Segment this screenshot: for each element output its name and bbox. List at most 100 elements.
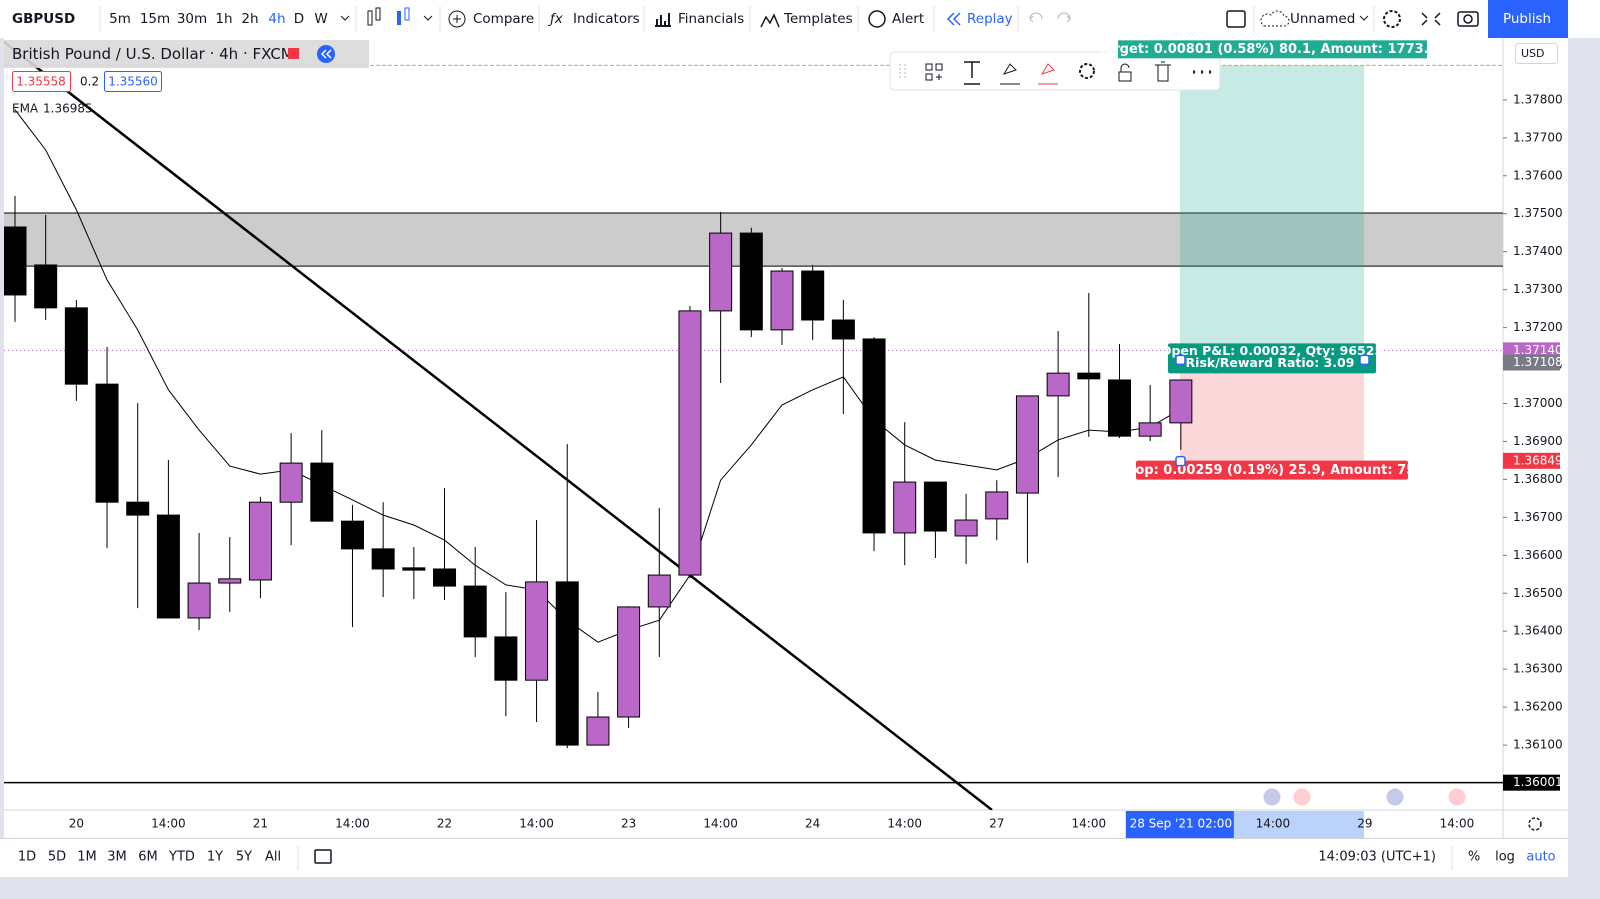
stop-zone bbox=[1180, 369, 1364, 468]
y-tick-label: 1.37200 bbox=[1513, 320, 1563, 334]
fill-color-tool[interactable] bbox=[1038, 63, 1058, 85]
ema-line bbox=[14, 109, 1182, 643]
layout-name[interactable]: Unnamed bbox=[1290, 11, 1355, 27]
y-tick-label: 1.37000 bbox=[1513, 396, 1563, 410]
y-tick-label: 1.36100 bbox=[1513, 738, 1563, 752]
y-tick-label: 1.37600 bbox=[1513, 168, 1563, 182]
settings-tool[interactable] bbox=[1079, 63, 1095, 79]
candle-body bbox=[279, 462, 303, 503]
target-label-bg bbox=[1118, 40, 1427, 59]
interval-button[interactable]: D bbox=[294, 11, 304, 27]
drawing-toolbar bbox=[889, 51, 1221, 91]
compare-icon[interactable] bbox=[448, 10, 466, 28]
financials-icon[interactable] bbox=[655, 13, 671, 27]
replay-icon[interactable] bbox=[946, 12, 961, 26]
axis-settings[interactable] bbox=[1528, 817, 1542, 831]
range-button[interactable]: YTD bbox=[168, 850, 195, 865]
range-button[interactable]: 6M bbox=[138, 850, 158, 865]
indicators-button[interactable]: Indicators bbox=[573, 11, 640, 27]
range-button[interactable]: All bbox=[265, 850, 281, 865]
percent-toggle[interactable]: % bbox=[1468, 850, 1480, 865]
auto-toggle[interactable]: auto bbox=[1526, 850, 1555, 865]
event-flag[interactable] bbox=[1385, 787, 1405, 807]
interval-button[interactable]: W bbox=[314, 11, 327, 27]
publish-button[interactable]: Publish bbox=[1503, 11, 1551, 27]
templates-icon[interactable] bbox=[760, 13, 780, 28]
x-tick-label: 24 bbox=[805, 817, 820, 831]
undo-icon[interactable] bbox=[1029, 12, 1043, 23]
interval-button[interactable]: 4h bbox=[268, 11, 285, 27]
drag-handle[interactable] bbox=[899, 64, 906, 80]
event-flag[interactable] bbox=[1262, 787, 1282, 807]
candle-body bbox=[156, 514, 180, 619]
delete-tool[interactable] bbox=[1155, 61, 1171, 82]
ask-box[interactable] bbox=[104, 71, 162, 92]
publish-button-bg[interactable] bbox=[1488, 0, 1568, 38]
interval-button[interactable]: 1h bbox=[215, 11, 232, 27]
compare-button[interactable]: Compare bbox=[473, 11, 534, 27]
price-marker-label: 1.37140 bbox=[1513, 343, 1563, 357]
range-button[interactable]: 5D bbox=[48, 850, 66, 865]
x-tick-label: 14:00 bbox=[1440, 817, 1475, 831]
x-tick-label: 21 bbox=[253, 817, 268, 831]
price-marker-label: 1.36849 bbox=[1513, 453, 1563, 467]
interval-button[interactable]: 5m bbox=[109, 11, 131, 27]
line-color-tool[interactable] bbox=[1000, 63, 1020, 85]
fullscreen-box-icon[interactable] bbox=[1226, 10, 1246, 28]
event-flag[interactable] bbox=[1292, 787, 1312, 807]
alert-button[interactable]: Alert bbox=[892, 11, 924, 27]
candle-body bbox=[310, 462, 334, 522]
top-toolbar bbox=[0, 0, 1600, 38]
position-handle[interactable] bbox=[1359, 354, 1370, 366]
financials-button[interactable]: Financials bbox=[678, 11, 744, 27]
range-button[interactable]: 1M bbox=[77, 850, 97, 865]
text-tool[interactable] bbox=[964, 61, 980, 85]
range-button[interactable]: 3M bbox=[107, 850, 127, 865]
templates-tool[interactable] bbox=[925, 63, 943, 81]
candle-body bbox=[985, 491, 1009, 520]
date-range-icon[interactable] bbox=[314, 849, 332, 864]
price-marker bbox=[1503, 342, 1560, 359]
bar-style-icon[interactable] bbox=[397, 7, 410, 25]
candle-body bbox=[1169, 379, 1193, 424]
settings-icon[interactable] bbox=[1383, 10, 1401, 28]
redo-icon[interactable] bbox=[1057, 12, 1071, 23]
candle-body bbox=[126, 501, 150, 516]
candle-body bbox=[1107, 379, 1131, 437]
x-tick-label: 14:00 bbox=[519, 817, 554, 831]
symbol[interactable]: GBPUSD bbox=[12, 11, 75, 27]
range-button[interactable]: 1D bbox=[18, 850, 36, 865]
position-handle[interactable] bbox=[1175, 354, 1186, 366]
dropdown-arrow[interactable] bbox=[340, 15, 350, 21]
candle-style-icon[interactable] bbox=[367, 7, 381, 26]
instrument: British Pound / U.S. Dollar bbox=[12, 45, 206, 63]
event-flag[interactable] bbox=[1447, 787, 1467, 807]
dropdown-arrow[interactable] bbox=[423, 15, 433, 21]
log-toggle[interactable]: log bbox=[1495, 850, 1515, 865]
fullscreen-icon[interactable] bbox=[1421, 12, 1441, 26]
range-button[interactable]: 1Y bbox=[207, 850, 223, 865]
dropdown-arrow[interactable] bbox=[1359, 15, 1369, 21]
currency-button[interactable] bbox=[1515, 43, 1558, 64]
x-tick-label: 14:00 bbox=[335, 817, 370, 831]
candle-body bbox=[433, 568, 457, 587]
x-tick-label: 14:00 bbox=[1072, 817, 1107, 831]
snapshot-icon[interactable] bbox=[1457, 11, 1479, 27]
price-marker bbox=[1503, 452, 1560, 469]
price-marker bbox=[1503, 354, 1560, 371]
interval-button[interactable]: 2h bbox=[241, 11, 258, 27]
spread: 0.2 bbox=[80, 75, 99, 89]
bid-box[interactable] bbox=[12, 71, 71, 92]
templates-button[interactable]: Templates bbox=[783, 11, 853, 27]
y-tick-label: 1.37300 bbox=[1513, 282, 1563, 296]
candle-body bbox=[770, 270, 794, 331]
replay-button[interactable]: Replay bbox=[967, 11, 1013, 27]
interval-button[interactable]: 30m bbox=[177, 11, 207, 27]
interval-button[interactable]: 15m bbox=[140, 11, 170, 27]
position-handle[interactable] bbox=[1175, 455, 1186, 467]
range-button[interactable]: 5Y bbox=[236, 850, 252, 865]
alert-icon[interactable] bbox=[868, 10, 886, 28]
indicators-icon[interactable]: ƒx bbox=[547, 11, 564, 27]
candle-body bbox=[678, 310, 702, 576]
lock-tool[interactable] bbox=[1118, 63, 1132, 82]
